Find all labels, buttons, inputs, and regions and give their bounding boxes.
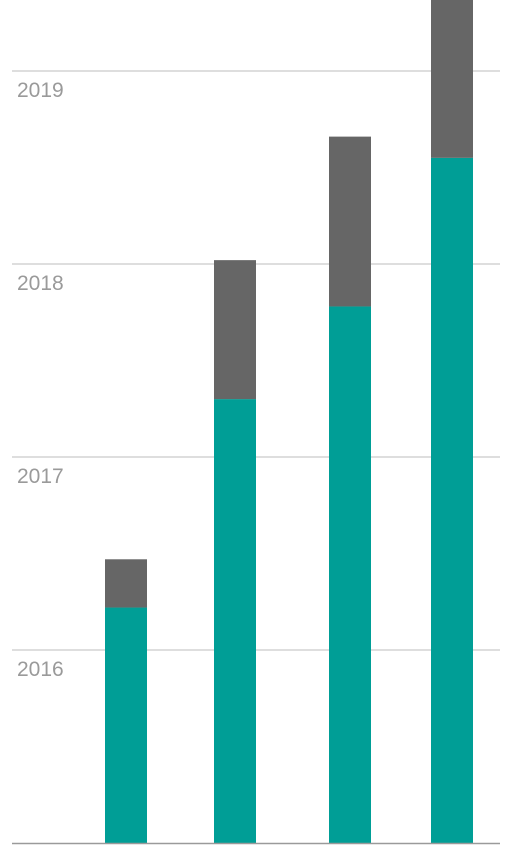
y-tick-label: 2017 <box>17 465 64 488</box>
bar-3-segment-1 <box>329 306 371 844</box>
y-tick-label: 2018 <box>17 272 64 295</box>
bar-4-segment-2 <box>431 0 473 158</box>
y-tick-labels: 2016 2017 2018 2019 <box>17 79 64 681</box>
bar-1-segment-2 <box>105 559 147 608</box>
bar-1-segment-1 <box>105 607 147 843</box>
y-tick-label: 2019 <box>17 79 64 102</box>
bars <box>105 0 473 844</box>
bar-2-segment-2 <box>214 260 256 400</box>
y-tick-label: 2016 <box>17 658 64 681</box>
bar-2-segment-1 <box>214 399 256 843</box>
bar-4-segment-1 <box>431 157 473 844</box>
bar-3-segment-2 <box>329 136 371 307</box>
